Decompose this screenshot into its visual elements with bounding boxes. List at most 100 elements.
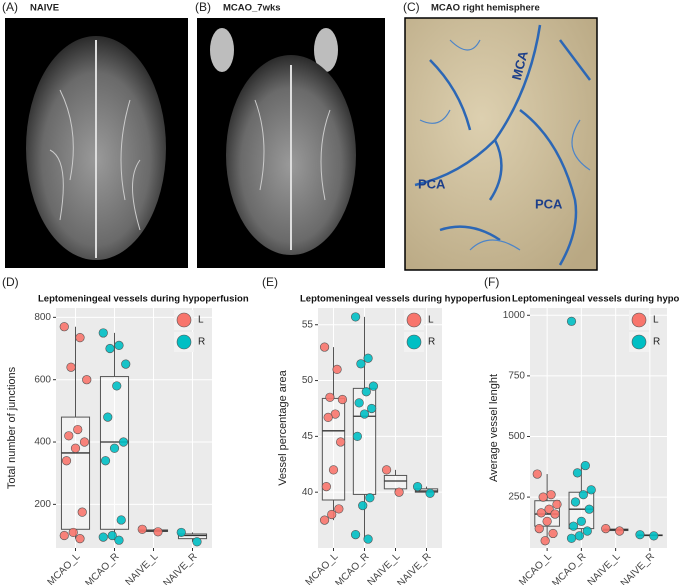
data-point: [584, 504, 594, 514]
image-hemisphere: [404, 17, 598, 271]
data-point: [350, 312, 361, 322]
data-point: [327, 509, 337, 520]
data-point: [64, 431, 74, 441]
data-point: [59, 322, 69, 332]
data-point: [548, 528, 558, 539]
legend-label: L: [653, 315, 659, 326]
data-point: [358, 500, 368, 511]
data-point: [328, 465, 339, 475]
y-axis-label: Average vessel lenght: [488, 374, 500, 482]
data-point: [576, 516, 586, 526]
image-mcao: [197, 18, 385, 268]
data-point: [532, 469, 542, 479]
data-point: [319, 342, 330, 352]
panel-title: MCAO right hemisphere: [431, 3, 540, 14]
data-point: [394, 487, 404, 497]
x-tick-label: MCAO_L: [517, 551, 554, 585]
data-point: [336, 437, 346, 447]
data-point: [582, 526, 592, 536]
y-tick-label: 750: [508, 371, 525, 382]
y-tick-label: 45: [302, 431, 314, 442]
chart-title: Leptomeningeal vessels during hypoperfus…: [512, 294, 680, 305]
y-tick-label: 50: [302, 375, 314, 386]
data-point: [116, 515, 126, 525]
data-point: [359, 409, 370, 419]
y-axis-label: Vessel percentage area: [277, 369, 289, 485]
x-tick-label: NAIVE_R: [161, 551, 199, 585]
data-point: [103, 412, 113, 422]
data-point: [363, 353, 373, 363]
data-point: [367, 403, 377, 414]
data-point: [570, 497, 581, 507]
data-point: [114, 535, 124, 545]
data-point: [73, 424, 83, 435]
data-point: [568, 521, 579, 531]
x-tick-label: MCAO_L: [46, 551, 83, 585]
panel-label: (B): [195, 0, 211, 14]
legend-swatch: [176, 312, 192, 328]
data-point: [59, 530, 69, 541]
box: [383, 474, 408, 490]
y-tick-label: 250: [508, 492, 525, 503]
data-point: [107, 530, 117, 541]
panel-title: NAIVE: [30, 3, 59, 14]
y-axis-label: Total number of junctions: [6, 366, 18, 489]
data-point: [542, 516, 552, 526]
panel-label: (C): [403, 0, 420, 14]
data-point: [112, 381, 122, 391]
data-point: [323, 412, 333, 422]
y-tick-label: 200: [34, 499, 51, 510]
data-point: [546, 490, 556, 500]
data-point: [70, 443, 81, 453]
data-point: [350, 530, 361, 540]
data-point: [79, 437, 90, 447]
data-point: [98, 532, 108, 542]
x-tick-label: MCAO_R: [550, 551, 588, 585]
x-tick-label: NAIVE_R: [619, 551, 657, 585]
annotation: PCA: [418, 176, 446, 191]
box: [99, 376, 130, 530]
legend-swatch: [406, 312, 422, 328]
data-point: [534, 524, 544, 534]
box: [177, 533, 208, 540]
data-point: [325, 392, 335, 402]
y-tick-label: 500: [508, 431, 525, 442]
data-point: [538, 492, 548, 502]
data-point: [77, 507, 87, 517]
y-tick-label: 800: [34, 312, 51, 323]
panel-label: (A): [2, 0, 18, 14]
data-point: [321, 482, 331, 492]
annotation: PCA: [535, 196, 563, 211]
data-point: [354, 398, 364, 408]
image-naive: [5, 18, 188, 268]
legend-label: R: [198, 337, 205, 348]
legend-label: R: [428, 337, 435, 348]
legend-label: L: [198, 315, 204, 326]
data-point: [82, 375, 92, 385]
data-point: [118, 437, 129, 447]
data-point: [572, 468, 583, 478]
data-point: [425, 488, 435, 498]
data-point: [334, 504, 344, 514]
data-point: [121, 359, 131, 369]
data-point: [552, 499, 562, 509]
data-point: [363, 534, 373, 544]
data-point: [649, 531, 659, 541]
data-point: [365, 493, 375, 503]
data-point: [566, 316, 577, 326]
data-point: [337, 394, 348, 405]
data-point: [352, 431, 362, 441]
data-point: [319, 515, 330, 525]
data-point: [105, 343, 115, 354]
data-point: [61, 456, 72, 466]
legend-label: L: [428, 315, 434, 326]
panel-title: MCAO_7wks: [223, 3, 281, 14]
data-point: [574, 531, 585, 541]
data-point: [137, 524, 147, 534]
x-tick-label: NAIVE_L: [124, 551, 161, 585]
x-tick-label: NAIVE_L: [586, 551, 623, 585]
panel-label: (D): [2, 275, 19, 289]
data-point: [540, 536, 550, 546]
data-point: [368, 381, 379, 391]
